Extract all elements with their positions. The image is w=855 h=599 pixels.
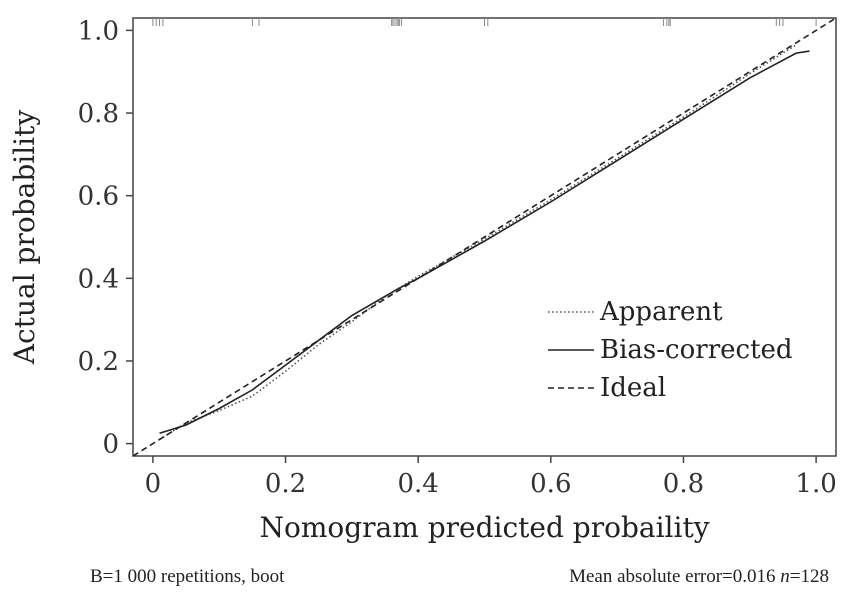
legend-label: Bias-corrected xyxy=(600,335,793,365)
footer-error-text: Mean absolute error=0.016 xyxy=(569,566,781,587)
legend-label: Apparent xyxy=(599,297,723,327)
footer-bootstrap-info: B=1 000 repetitions, boot xyxy=(90,566,285,587)
x-tick-label: 0.6 xyxy=(530,469,571,499)
x-tick-label: 1.0 xyxy=(795,469,836,499)
y-axis-title: Actual probability xyxy=(8,110,41,366)
footer-error-info: Mean absolute error=0.016 n=128 xyxy=(569,566,829,588)
x-tick-label: 0.2 xyxy=(265,469,306,499)
calibration-chart: 0 0.2 0.4 0.6 0.8 1.0 0 0.2 0.4 0.6 0.8 1.0 Nomogr… xyxy=(8,16,837,544)
series-line-bias-corrected xyxy=(159,50,810,435)
series-lines xyxy=(133,18,836,456)
y-tick-label: 0.6 xyxy=(78,182,119,212)
y-tick-label: 0.8 xyxy=(78,99,119,129)
series-line-ideal xyxy=(133,18,836,456)
y-tick-label: 1.0 xyxy=(78,16,119,46)
y-axis: 0 0.2 0.4 0.6 0.8 1.0 xyxy=(78,16,133,460)
legend: Apparent Bias-corrected Ideal xyxy=(548,297,793,403)
x-tick-label: 0.8 xyxy=(663,469,704,499)
x-tick-label: 0.4 xyxy=(397,469,438,499)
y-tick-label: 0 xyxy=(102,430,119,460)
x-tick-label: 0 xyxy=(145,469,162,499)
footer-n-symbol: n xyxy=(780,566,790,587)
footer-n-value: =128 xyxy=(789,566,829,587)
x-axis: 0 0.2 0.4 0.6 0.8 1.0 xyxy=(145,456,837,499)
y-tick-label: 0.2 xyxy=(78,347,119,377)
legend-label: Ideal xyxy=(600,373,666,403)
rug-marks xyxy=(152,18,817,26)
y-tick-label: 0.4 xyxy=(78,264,119,294)
x-axis-title: Nomogram predicted probaility xyxy=(259,511,709,544)
